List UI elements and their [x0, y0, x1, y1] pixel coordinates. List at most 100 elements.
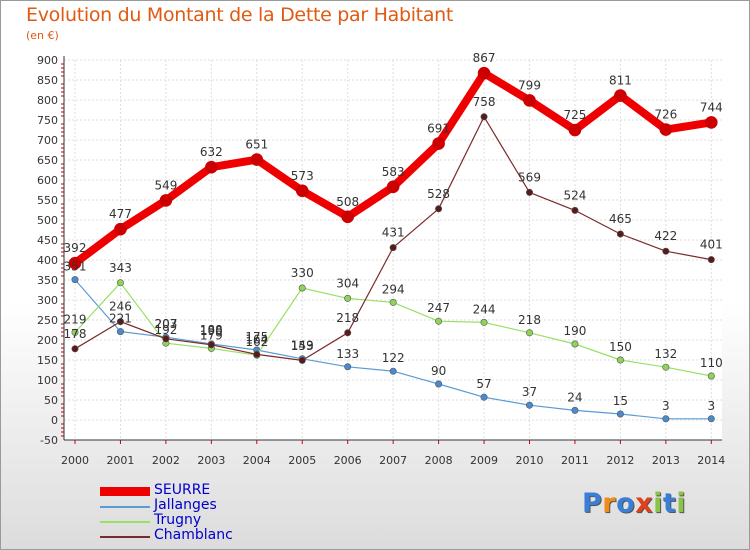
data-label-seurre: 549: [154, 178, 177, 192]
data-label-trugny: 150: [609, 340, 632, 354]
data-point-jallanges: [389, 367, 397, 375]
data-point-chamblanc: [525, 188, 533, 196]
data-point-trugny: [71, 328, 79, 336]
x-tick-label: 2011: [561, 454, 589, 467]
logo-letter: P: [582, 488, 603, 519]
data-label-jallanges: 37: [522, 385, 537, 399]
logo-letter: t: [662, 488, 677, 519]
x-tick-label: 2002: [152, 454, 180, 467]
data-label-chamblanc: 758: [473, 95, 496, 109]
data-point-trugny: [480, 318, 488, 326]
data-point-chamblanc: [571, 206, 579, 214]
data-point-chamblanc: [662, 247, 670, 255]
data-label-chamblanc: 203: [154, 317, 177, 331]
legend-swatch: [100, 521, 150, 523]
data-label-trugny: 294: [382, 282, 405, 296]
data-point-trugny: [662, 363, 670, 371]
legend-label: Trugny: [154, 512, 202, 528]
x-tick-label: 2004: [243, 454, 271, 467]
data-point-chamblanc: [162, 335, 170, 343]
logo-letter: o: [616, 488, 636, 519]
data-label-jallanges: 207: [154, 317, 177, 331]
proxiti-logo: Proxiti: [582, 488, 686, 519]
data-point-chamblanc: [435, 205, 443, 213]
data-label-chamblanc: 149: [291, 338, 314, 352]
legend-label: Jallanges: [154, 497, 217, 513]
data-label-chamblanc: 178: [64, 327, 87, 341]
data-point-seurre: [159, 194, 173, 207]
data-label-seurre: 477: [109, 207, 132, 221]
data-label-seurre: 799: [518, 78, 541, 92]
data-label-jallanges: 3: [707, 399, 715, 413]
data-point-chamblanc: [344, 329, 352, 337]
data-point-seurre: [568, 123, 582, 137]
data-label-seurre: 811: [609, 74, 632, 88]
y-tick-label: 100: [37, 374, 58, 387]
y-tick-label: 850: [37, 74, 58, 87]
data-label-trugny: 219: [64, 312, 87, 326]
data-label-seurre: 508: [336, 195, 359, 209]
y-tick-label: 450: [37, 234, 58, 247]
x-tick-label: 2009: [470, 454, 498, 467]
legend-label: SEURRE: [154, 482, 211, 498]
chart-unit: (en €): [26, 29, 59, 42]
data-point-jallanges: [616, 410, 624, 418]
y-tick-label: 200: [37, 334, 58, 347]
data-label-chamblanc: 524: [563, 188, 586, 202]
y-tick-label: 150: [37, 354, 58, 367]
data-point-trugny: [571, 340, 579, 348]
data-label-trugny: 190: [563, 324, 586, 338]
data-point-chamblanc: [707, 256, 715, 264]
data-label-jallanges: 133: [336, 347, 359, 361]
data-label-trugny: 247: [427, 301, 450, 315]
x-tick-label: 2013: [652, 454, 680, 467]
y-tick-label: 700: [37, 134, 58, 147]
y-tick-label: -50: [40, 434, 58, 447]
data-point-trugny: [389, 298, 397, 306]
y-tick-label: 0: [51, 414, 58, 427]
data-point-chamblanc: [207, 341, 215, 349]
data-label-trugny: 192: [154, 323, 177, 337]
data-point-seurre: [341, 210, 355, 224]
data-label-trugny: 132: [654, 347, 677, 361]
legend-swatch: [100, 506, 150, 508]
chart-title: Evolution du Montant de la Dette par Hab…: [26, 4, 454, 26]
data-label-seurre: 651: [245, 138, 268, 152]
logo-letter: r: [602, 488, 617, 519]
data-label-seurre: 632: [200, 145, 223, 159]
data-label-chamblanc: 465: [609, 212, 632, 226]
data-point-chamblanc: [116, 318, 124, 326]
x-tick-label: 2001: [106, 454, 134, 467]
data-label-jallanges: 351: [64, 260, 87, 274]
data-label-jallanges: 190: [200, 324, 223, 338]
data-point-trugny: [435, 317, 443, 325]
y-tick-label: 500: [37, 214, 58, 227]
y-tick-label: 550: [37, 194, 58, 207]
data-label-trugny: 304: [336, 276, 359, 290]
x-tick-label: 2012: [606, 454, 634, 467]
legend-swatch: [100, 487, 150, 496]
logo-letter: i: [676, 488, 687, 519]
data-label-seurre: 583: [382, 165, 405, 179]
data-label-chamblanc: 422: [654, 229, 677, 243]
data-point-jallanges: [71, 276, 79, 284]
data-point-seurre: [704, 116, 718, 129]
data-point-trugny: [525, 329, 533, 337]
data-point-jallanges: [707, 415, 715, 423]
y-tick-label: 50: [44, 394, 58, 407]
data-point-seurre: [432, 137, 445, 150]
data-point-seurre: [295, 184, 309, 198]
data-point-chamblanc: [298, 356, 306, 364]
legend-swatch: [100, 536, 150, 538]
data-point-chamblanc: [253, 350, 261, 358]
x-tick-label: 2000: [61, 454, 89, 467]
data-label-jallanges: 15: [613, 394, 628, 408]
y-tick-label: 650: [37, 154, 58, 167]
data-label-jallanges: 24: [567, 390, 582, 404]
data-point-trugny: [116, 279, 124, 287]
data-label-seurre: 691: [427, 122, 450, 136]
x-tick-label: 2007: [379, 454, 407, 467]
data-point-trugny: [707, 372, 715, 380]
data-point-seurre: [205, 160, 218, 174]
